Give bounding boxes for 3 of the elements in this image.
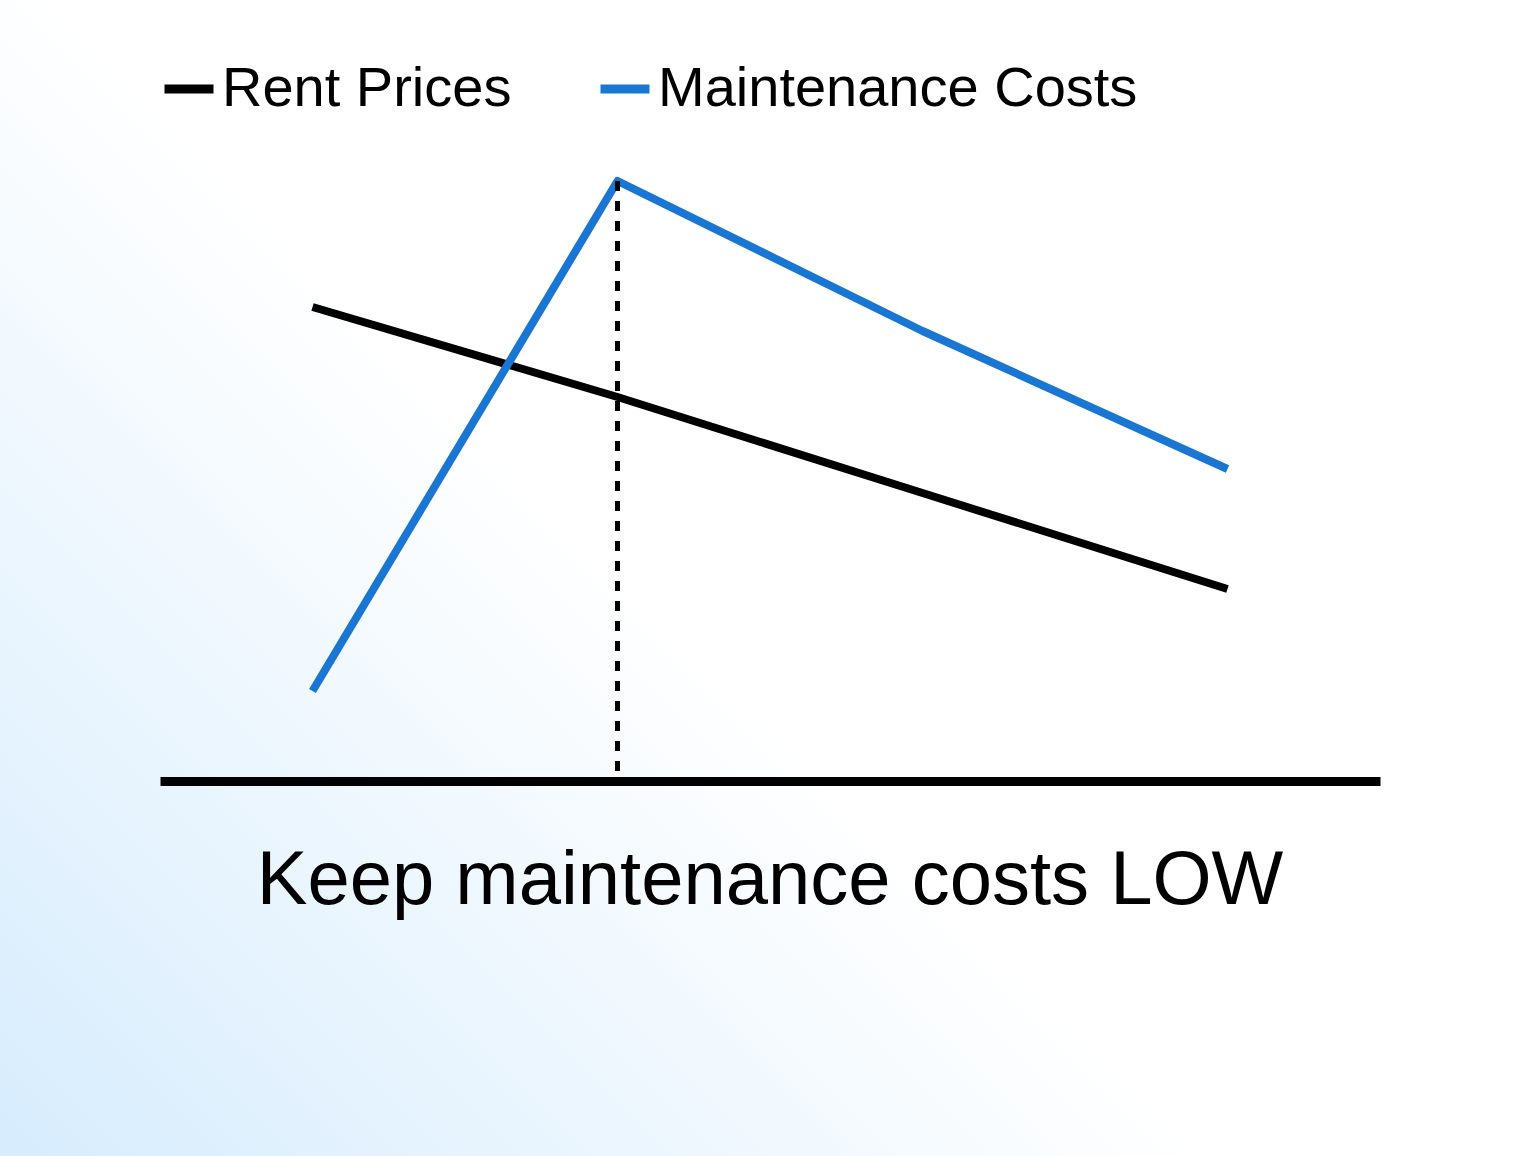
legend-label: Maintenance Costs bbox=[658, 55, 1138, 118]
legend-label: Rent Prices bbox=[222, 55, 512, 118]
text: Keep maintenance costs LOW bbox=[256, 834, 1284, 920]
